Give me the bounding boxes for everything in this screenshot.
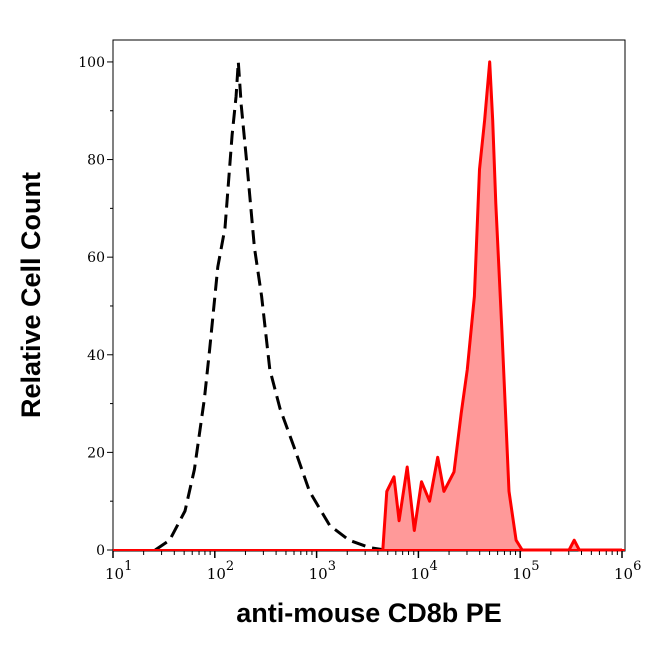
y-tick-label: 80 — [87, 153, 105, 169]
series-1-fill — [382, 61, 623, 551]
series-0-line — [154, 60, 386, 552]
y-tick-label: 100 — [78, 55, 105, 71]
plot-frame — [112, 39, 626, 552]
y-tick-label: 40 — [87, 348, 105, 364]
y-tick-label: 60 — [87, 250, 105, 266]
series-1-line — [381, 60, 622, 552]
x-tick-label: 104 — [410, 559, 437, 583]
x-tick-label: 106 — [614, 559, 641, 583]
x-tick-label: 102 — [207, 559, 234, 583]
x-axis-label: anti-mouse CD8b PE — [236, 598, 502, 628]
x-tick-label: 103 — [309, 559, 336, 583]
x-tick-label: 105 — [512, 559, 539, 583]
x-tick-label: 101 — [105, 559, 132, 583]
y-tick-label: 0 — [96, 543, 105, 559]
y-tick-label: 20 — [87, 445, 105, 461]
y-axis-label: Relative Cell Count — [16, 172, 46, 418]
